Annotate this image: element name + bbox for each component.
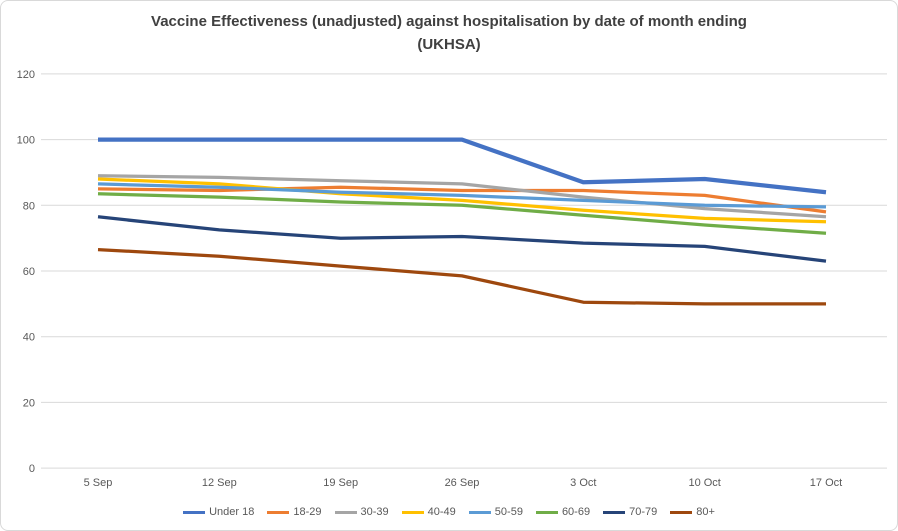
chart-legend: Under 18 18-29 30-39 40-49 50-59 60-69 70-79 80… <box>1 502 897 522</box>
series-line-18-29 <box>97 185 827 214</box>
legend-item-60-69: 60-69 <box>535 506 591 518</box>
x-axis-label-10-oct: 10 Oct <box>688 477 720 489</box>
legend-label-18-29: 18-29 <box>293 506 322 518</box>
legend-swatch-30-39 <box>334 510 357 514</box>
series-line-40-49 <box>97 177 827 224</box>
legend-label-60-69: 60-69 <box>561 506 591 518</box>
legend-label-80: 80+ <box>696 506 715 518</box>
chart-title: Vaccine Effectiveness (unadjusted) again… <box>1 10 897 56</box>
legend-item-30-39: 30-39 <box>334 506 389 518</box>
legend-swatch-18-29 <box>267 510 290 514</box>
y-axis-tick-label-20: 20 <box>23 397 35 409</box>
chart-title-line2: (UKHSA) <box>417 36 481 53</box>
legend-swatch-50-59 <box>468 510 491 514</box>
y-axis-tick-label-80: 80 <box>23 200 35 212</box>
x-axis-label-19-sep: 19 Sep <box>323 477 358 489</box>
legend-item-40-49: 40-49 <box>401 506 456 518</box>
legend-label-50-59: 50-59 <box>494 506 523 518</box>
series-line-50-59 <box>97 182 827 209</box>
x-axis-label-12-sep: 12 Sep <box>202 477 237 489</box>
legend-swatch-60-69 <box>535 510 558 514</box>
x-axis-label-17-oct: 17 Oct <box>810 477 842 489</box>
x-axis-label-3-oct: 3 Oct <box>570 477 596 489</box>
y-axis-tick-label-120: 120 <box>17 69 35 81</box>
series-line-80 <box>97 247 826 306</box>
legend-label-30-39: 30-39 <box>360 506 389 518</box>
x-axis-label-26-sep: 26 Sep <box>445 477 480 489</box>
legend-item-70-79: 70-79 <box>603 506 657 518</box>
series-line-60-69 <box>97 192 827 235</box>
legend-swatch-70-79 <box>603 510 626 514</box>
y-axis-tick-label-40: 40 <box>23 332 35 344</box>
x-axis-label-5-sep: 5 Sep <box>84 477 113 489</box>
legend-swatch-80 <box>670 510 693 514</box>
legend-swatch-40-49 <box>401 510 424 514</box>
legend-label-40-49: 40-49 <box>427 506 456 518</box>
legend-item-18-29: 18-29 <box>267 506 322 518</box>
y-axis-tick-label-60: 60 <box>23 266 35 278</box>
series-line-70-79 <box>97 215 827 263</box>
legend-item-50-59: 50-59 <box>468 506 523 518</box>
y-axis-tick-label-100: 100 <box>17 135 35 147</box>
legend-item-under-18: Under 18 <box>183 506 254 518</box>
legend-label-70-79: 70-79 <box>629 506 658 518</box>
series-line-under-18 <box>98 137 827 195</box>
legend-swatch-under-18 <box>183 510 206 514</box>
legend-item-80: 80+ <box>670 506 715 518</box>
legend-label-under-18: Under 18 <box>209 506 255 518</box>
y-axis-tick-label-0: 0 <box>29 463 35 475</box>
chart-title-line1: Vaccine Effectiveness (unadjusted) again… <box>151 13 747 30</box>
series-line-30-39 <box>97 174 827 219</box>
